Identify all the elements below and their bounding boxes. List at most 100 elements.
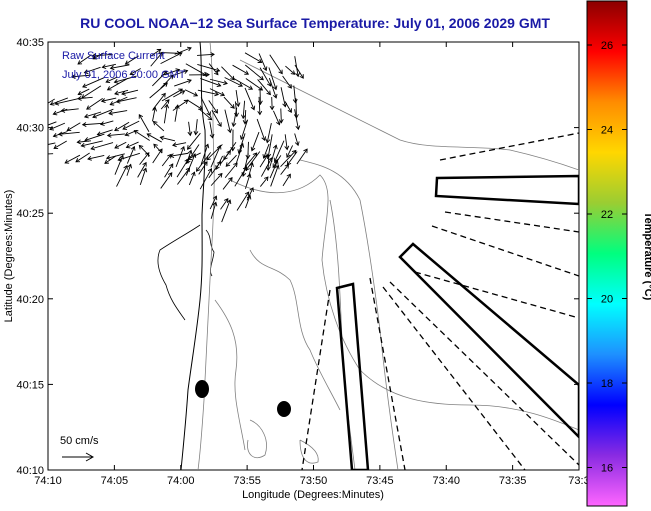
current-vector [294,64,304,79]
annotation-line-1: Raw Surface Current [62,50,165,62]
current-vector [57,131,80,137]
current-vector [269,54,283,75]
current-vector [284,101,292,114]
current-vector [188,171,196,186]
current-vector [280,149,297,167]
current-vector [109,64,130,71]
current-vector [268,77,278,99]
current-vector-field [48,46,308,223]
current-vector [187,152,201,161]
current-vector [241,153,249,177]
current-vector [139,167,148,185]
current-vector [197,52,215,57]
current-vector [246,187,254,201]
current-vector [152,106,158,122]
current-vector [152,92,166,110]
current-vector [133,130,150,141]
current-vector [175,146,185,168]
current-vector [185,153,197,176]
map-title: RU COOL NOAA−12 Sea Surface Temperature:… [80,15,550,31]
current-vector [106,78,128,91]
contour-line [197,42,215,470]
current-vector [223,141,237,161]
colorbar-tick-label: 26 [601,40,613,52]
current-vector [87,154,105,161]
current-vector [294,109,301,131]
current-vector [199,168,213,190]
current-vector [235,89,241,108]
current-vector [159,135,176,142]
current-vector [105,76,118,84]
current-vector [186,132,201,150]
current-vector [184,89,199,97]
current-vector [80,140,103,148]
current-vector [164,163,174,178]
y-tick-label: 40:15 [16,379,44,391]
current-vector [273,140,285,163]
current-vector [174,78,192,87]
sampling-track-box [335,282,370,470]
current-vector [49,97,69,106]
current-vector [200,97,211,117]
current-vector [269,144,278,167]
current-vector [81,122,103,127]
current-vector [210,201,218,219]
current-vector [197,63,221,73]
current-vector [266,134,273,159]
contour-line [239,59,579,171]
contour-line [299,159,399,470]
x-tick-label: 73:35 [499,475,527,487]
current-vector [206,144,223,161]
current-vector [75,152,90,163]
current-vector [244,52,263,63]
current-vector [150,48,162,57]
current-vector [48,121,57,126]
current-vector [237,133,246,155]
current-vector [189,72,210,78]
current-vector [71,74,91,80]
x-tick-label: 73:40 [432,475,460,487]
current-vector [64,154,81,164]
current-vector [83,111,102,119]
current-vector [114,141,127,149]
current-vector [138,144,151,157]
current-vector [198,161,208,175]
x-axis-label: Longitude (Degrees:Minutes) [242,489,384,501]
current-vector [77,88,90,96]
current-vector [146,133,162,143]
current-vector [244,87,256,111]
current-vector [215,155,224,170]
current-vector [172,142,187,148]
current-vector [117,152,140,162]
current-vector [273,110,281,126]
current-vector [105,153,125,160]
current-vector [209,78,228,86]
current-vector [187,121,193,137]
current-vector [114,89,129,96]
current-vector [125,141,139,149]
current-vector [239,119,249,141]
current-vector [99,120,114,126]
current-vector [209,195,218,210]
current-vector [257,96,263,116]
y-tick-label: 40:30 [16,123,44,135]
current-vector [285,65,296,75]
current-vector [265,154,271,172]
contour-line [229,174,579,431]
y-axis-label: Latitude (Degrees:Minutes) [3,190,15,323]
current-vector [200,78,222,88]
current-vector [236,191,250,211]
current-vector [137,161,147,178]
current-vector [245,151,261,171]
colorbar-ticks: 26 24 22 20 18 16 [587,40,627,475]
sampling-track-box [398,242,579,439]
colorbar-tick-label: 24 [601,125,613,137]
current-vector [270,164,280,187]
current-vector [199,108,213,121]
current-vector [113,75,137,84]
colorbar-tick-label: 20 [601,294,613,306]
current-vector [282,173,291,187]
current-vector [82,77,105,88]
x-tick-label: 74:05 [101,475,129,487]
